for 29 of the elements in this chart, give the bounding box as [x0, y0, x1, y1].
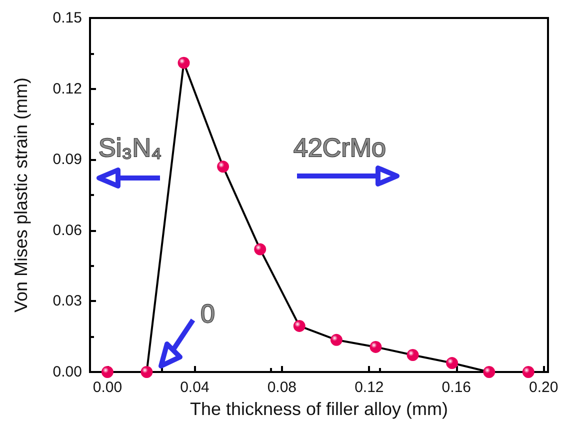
annotation: 42CrMo — [294, 132, 386, 162]
point — [217, 160, 230, 173]
y-tick-label: 0.15 — [52, 10, 82, 26]
y-axis-title: Von Mises plastic strain (mm) — [11, 77, 31, 313]
point — [446, 357, 458, 370]
point — [370, 340, 382, 353]
x-tick-label: 0.20 — [529, 379, 558, 396]
point — [254, 243, 266, 256]
y-tick-label: 0.03 — [52, 292, 82, 310]
y-tick-label: 0.06 — [52, 222, 82, 239]
point — [330, 334, 342, 346]
point — [293, 320, 306, 332]
point — [522, 366, 534, 378]
annotation: Si₃N₄ — [98, 132, 162, 162]
x-tick-label: 0.12 — [354, 379, 384, 396]
x-tick-label: 0.16 — [442, 379, 471, 396]
y-tick-label: 0.12 — [52, 80, 82, 98]
x-tick-label: 0.08 — [267, 379, 297, 396]
point — [406, 349, 419, 362]
y-tick-label: 0.00 — [52, 364, 82, 380]
point — [140, 366, 153, 378]
point — [101, 366, 114, 378]
y-tick-label: 0.09 — [52, 151, 82, 168]
x-axis-title: The thickness of filler alloy (mm) — [190, 399, 448, 419]
annotation: 0 — [200, 298, 215, 328]
point — [483, 366, 496, 378]
point — [178, 56, 190, 69]
x-tick-label: 0.00 — [92, 379, 122, 396]
x-tick-label: 0.04 — [180, 379, 210, 396]
